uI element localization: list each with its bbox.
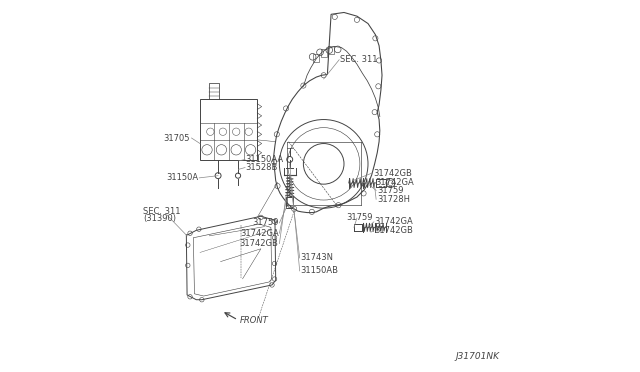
Text: 31759: 31759 (252, 218, 278, 227)
Text: 31742GB: 31742GB (374, 226, 413, 235)
Text: 31742GB: 31742GB (372, 169, 412, 177)
Text: 31742GB: 31742GB (240, 239, 278, 248)
Text: SEC. 311: SEC. 311 (340, 55, 377, 64)
Text: J31701NK: J31701NK (455, 352, 499, 361)
Text: 31742GA: 31742GA (374, 217, 413, 226)
Text: FRONT: FRONT (240, 315, 269, 324)
Text: 31759: 31759 (377, 186, 403, 195)
Text: 31150AB: 31150AB (300, 266, 339, 275)
Text: 31728H: 31728H (377, 195, 410, 204)
Text: SEC. 311: SEC. 311 (143, 206, 180, 216)
Text: 31743N: 31743N (300, 253, 333, 263)
Text: 31528B: 31528B (245, 163, 278, 172)
Text: 31705: 31705 (164, 134, 190, 142)
Text: 31742GA: 31742GA (376, 178, 414, 187)
Text: 31759: 31759 (346, 213, 372, 222)
Text: 31150A: 31150A (166, 173, 198, 182)
Text: 31150AA: 31150AA (245, 155, 284, 164)
Text: (31390): (31390) (143, 214, 176, 223)
Text: 31742GA: 31742GA (240, 229, 278, 238)
